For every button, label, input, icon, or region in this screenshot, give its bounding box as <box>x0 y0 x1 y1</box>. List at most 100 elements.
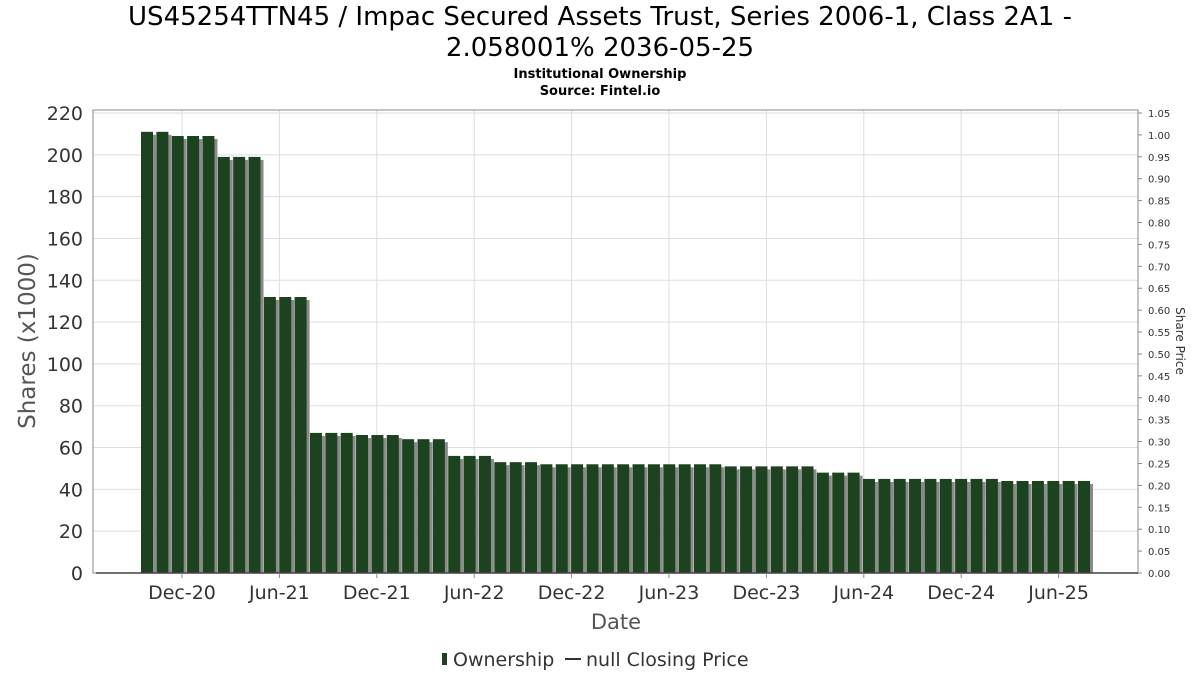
bar <box>478 455 491 573</box>
bar <box>217 156 230 573</box>
bar <box>617 464 630 573</box>
x-tick-label: Jun-21 <box>248 582 310 604</box>
bar <box>755 466 768 573</box>
chart-subtitle: Institutional Ownership <box>513 67 687 82</box>
y2-tick-label: 0.60 <box>1148 306 1170 317</box>
y2-tick-label: 0.70 <box>1148 262 1170 273</box>
bar <box>786 466 799 573</box>
bar <box>540 464 553 573</box>
y2-axis-label: Share Price <box>1173 307 1187 375</box>
y-tick-label: 140 <box>47 270 83 292</box>
legend: Ownership null Closing Price <box>442 649 749 671</box>
bar <box>909 478 922 573</box>
y-tick-label: 160 <box>47 228 83 250</box>
y2-tick-label: 0.20 <box>1148 481 1170 492</box>
bar <box>509 462 522 573</box>
x-tick-label: Jun-23 <box>638 582 700 604</box>
x-axis-ticks: Dec-20 Jun-21 Dec-21 Jun-22 Dec-22 Jun-23 Dec-… <box>148 573 1089 604</box>
y2-tick-label: 0.85 <box>1148 197 1170 208</box>
x-tick-label: Dec-23 <box>732 582 800 604</box>
y-tick-label: 220 <box>47 103 83 125</box>
bar <box>985 478 998 573</box>
bar <box>432 439 445 573</box>
y2-tick-label: 0.90 <box>1148 175 1170 186</box>
bar <box>279 297 292 573</box>
bar <box>678 464 691 573</box>
bar <box>601 464 614 573</box>
legend-ownership-swatch <box>442 653 447 665</box>
axes <box>92 109 1139 574</box>
bar <box>770 466 783 573</box>
chart-title-line-2: 2.058001% 2036-05-25 <box>445 33 755 63</box>
bar <box>1047 481 1060 573</box>
bar <box>356 435 369 573</box>
x-tick-label: Dec-21 <box>343 582 411 604</box>
bar <box>801 466 814 573</box>
bar <box>1001 481 1014 573</box>
bar <box>586 464 599 573</box>
bar <box>325 432 338 573</box>
bar <box>571 464 584 573</box>
x-tick-label: Dec-20 <box>148 582 216 604</box>
y2-tick-label: 0.05 <box>1148 547 1170 558</box>
bar <box>417 439 430 573</box>
bar <box>386 435 399 573</box>
y-axis-ticks: 0 20 40 60 80 100 120 140 160 180 200 220 <box>47 103 83 585</box>
bar <box>693 464 706 573</box>
y-tick-label: 0 <box>71 563 83 585</box>
y2-tick-label: 1.00 <box>1148 131 1170 142</box>
y2-tick-label: 0.15 <box>1148 503 1170 514</box>
bar <box>263 297 276 573</box>
y2-tick-label: 0.65 <box>1148 284 1170 295</box>
y2-axis-ticks: 0.00 0.05 0.10 0.15 0.20 0.25 0.30 0.35 0.40 0.45… <box>1138 109 1170 580</box>
bar <box>1062 481 1075 573</box>
bar <box>878 478 891 573</box>
y-tick-label: 60 <box>59 438 83 460</box>
bar <box>340 432 353 573</box>
bar <box>141 131 153 573</box>
y2-tick-label: 0.95 <box>1148 153 1170 164</box>
bar <box>816 472 829 573</box>
bar <box>1031 481 1044 573</box>
bar <box>463 455 476 573</box>
bar <box>740 466 753 573</box>
y2-tick-label: 0.50 <box>1148 350 1170 361</box>
bar <box>939 478 952 573</box>
bar <box>724 466 737 573</box>
bar <box>309 432 322 573</box>
bar <box>156 131 169 573</box>
bar <box>202 136 215 573</box>
bar <box>924 478 937 573</box>
x-tick-label: Jun-24 <box>832 582 894 604</box>
y2-tick-label: 1.05 <box>1148 109 1170 120</box>
bar <box>1016 481 1029 573</box>
bar <box>233 156 246 573</box>
x-tick-label: Jun-22 <box>443 582 505 604</box>
chart-source: Source: Fintel.io <box>539 84 661 99</box>
x-tick-label: Dec-24 <box>927 582 995 604</box>
bar <box>709 464 722 573</box>
y2-tick-label: 0.55 <box>1148 328 1170 339</box>
bar <box>1078 481 1090 573</box>
y-tick-label: 20 <box>59 521 83 543</box>
y2-tick-label: 0.35 <box>1148 416 1170 427</box>
y2-tick-label: 0.40 <box>1148 394 1170 405</box>
y-tick-label: 120 <box>47 312 83 334</box>
chart-title-line-1: US45254TTN45 / Impac Secured Assets Trus… <box>128 2 1072 32</box>
y2-tick-label: 0.30 <box>1148 438 1170 449</box>
bar <box>663 464 676 573</box>
y2-tick-label: 0.80 <box>1148 219 1170 230</box>
x-tick-label: Jun-25 <box>1027 582 1089 604</box>
bar <box>970 478 983 573</box>
bar <box>525 462 538 573</box>
y2-tick-label: 0.45 <box>1148 372 1170 383</box>
bar <box>647 464 660 573</box>
bar <box>171 136 184 573</box>
y2-tick-label: 0.00 <box>1148 569 1170 580</box>
y2-tick-label: 0.10 <box>1148 525 1170 536</box>
legend-ownership-label: Ownership <box>453 649 554 671</box>
bar <box>555 464 568 573</box>
bar <box>371 435 384 573</box>
bar-series-ownership <box>141 131 1093 573</box>
